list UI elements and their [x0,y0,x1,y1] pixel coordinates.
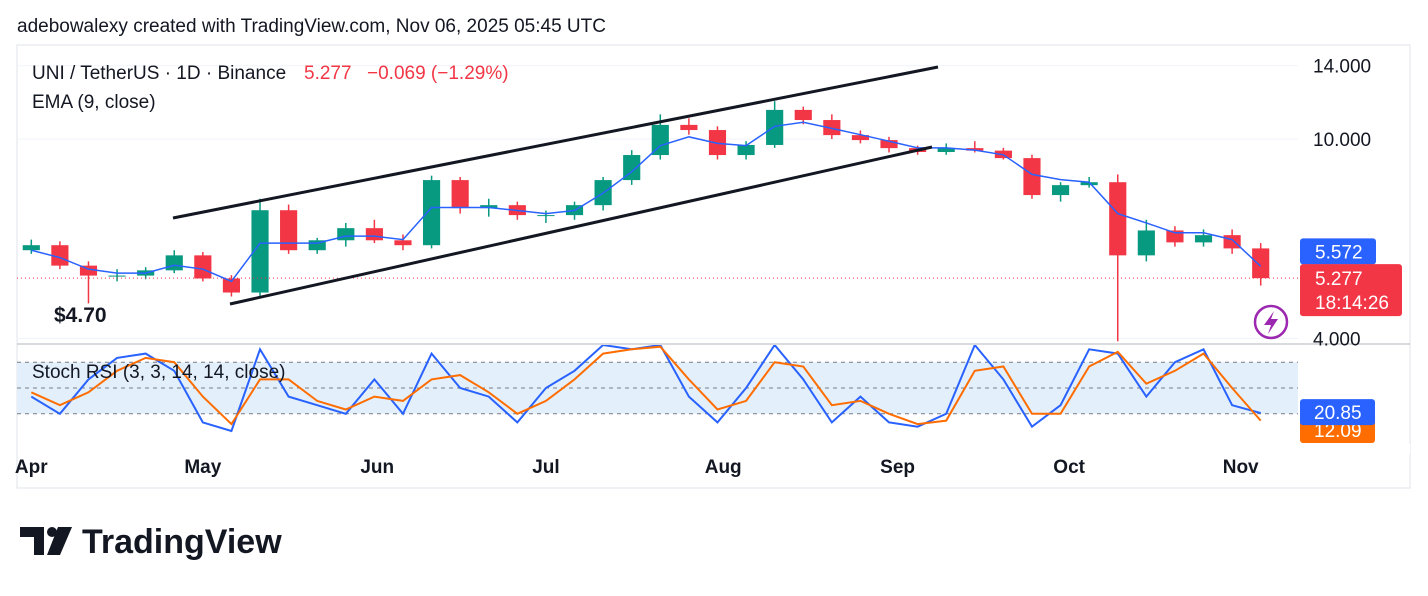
x-tick-label: Aug [705,457,742,478]
logo-text: TradingView [82,523,282,561]
candle-body [1051,185,1070,196]
candle-body [651,124,669,156]
price-change: −0.069 (−1.29%) [367,63,509,84]
candle-body [422,180,441,246]
stoch-pane [17,345,1298,433]
y-tick-label: 14.000 [1313,57,1371,78]
candle-body [966,148,984,151]
stoch-legend: Stoch RSI (3, 3, 14, 14, close) [32,362,285,383]
ema-badge [1300,238,1376,265]
candle-body [22,245,40,251]
candle-body [937,148,955,153]
candle-body [880,140,898,149]
candle-body [222,278,241,293]
candle-body [451,180,469,209]
candle-body [337,228,355,241]
stoch-badge-label: 12.09 [1314,421,1362,442]
candle-body [737,144,755,156]
low-annotation: $4.70 [54,304,107,327]
logo-dot [47,527,57,537]
channel-upper [172,65,939,220]
candle-body [1080,182,1098,186]
x-tick-label: Sep [880,457,915,478]
ema-line [31,121,1262,283]
candle-body [794,109,812,121]
stoch-badge-label: 20.85 [1314,403,1362,424]
candle-body [680,124,698,131]
x-tick-label: Nov [1223,457,1259,478]
candle-body [165,255,183,271]
candle-body [1166,230,1184,243]
candle-body [79,265,98,276]
logo-slash [47,527,72,555]
candle-body [708,130,727,156]
last-price: 5.277 [304,63,352,84]
candle-body [823,120,841,136]
ema-badge-label: 5.572 [1315,242,1363,263]
candle-body [1023,158,1041,196]
candle-body [1194,235,1213,243]
candle-body [766,109,784,145]
candle-body [851,135,870,141]
candle-body [1252,248,1270,279]
candle-body [1109,182,1127,256]
stoch-bottom-mask [1298,444,1410,454]
candle-body [1223,235,1241,249]
candle-body [108,275,126,277]
countdown: 18:14:26 [1315,293,1389,314]
candle-body [308,240,326,251]
candle-body [365,228,383,241]
x-tick-label: May [184,457,221,478]
candle-body [394,240,412,246]
candle-body [1137,230,1155,256]
candle-body [623,155,641,181]
price-pane [17,65,1298,342]
x-tick-label: Jun [360,457,394,478]
price-badge-label: 5.277 [1315,269,1363,290]
y-tick-label: 4.000 [1313,329,1361,350]
x-tick-label: Jul [532,457,559,478]
chart-frame [16,44,1411,489]
alert-bolt [1264,311,1278,334]
price-badge [1300,264,1402,317]
stoch-line [30,345,1262,426]
logo-mark [20,527,44,555]
y-tick-label: 10.000 [1313,130,1371,151]
candle-body [537,215,555,217]
ema-legend: EMA (9, close) [32,92,156,113]
candle-body [251,210,269,293]
stoch-badge [1300,399,1375,426]
channel-lower [229,145,933,306]
x-tick-label: Oct [1053,457,1085,478]
candle-body [51,245,69,266]
candle-body [280,210,298,251]
x-tick-label: Apr [15,457,48,478]
header: adebowalexy created with TradingView.com… [17,16,606,37]
candle-body [194,255,212,279]
symbol-title: UNI / TetherUS · 1D · Binance [32,63,286,84]
candle-body [480,205,498,209]
logo: TradingView [20,523,282,561]
